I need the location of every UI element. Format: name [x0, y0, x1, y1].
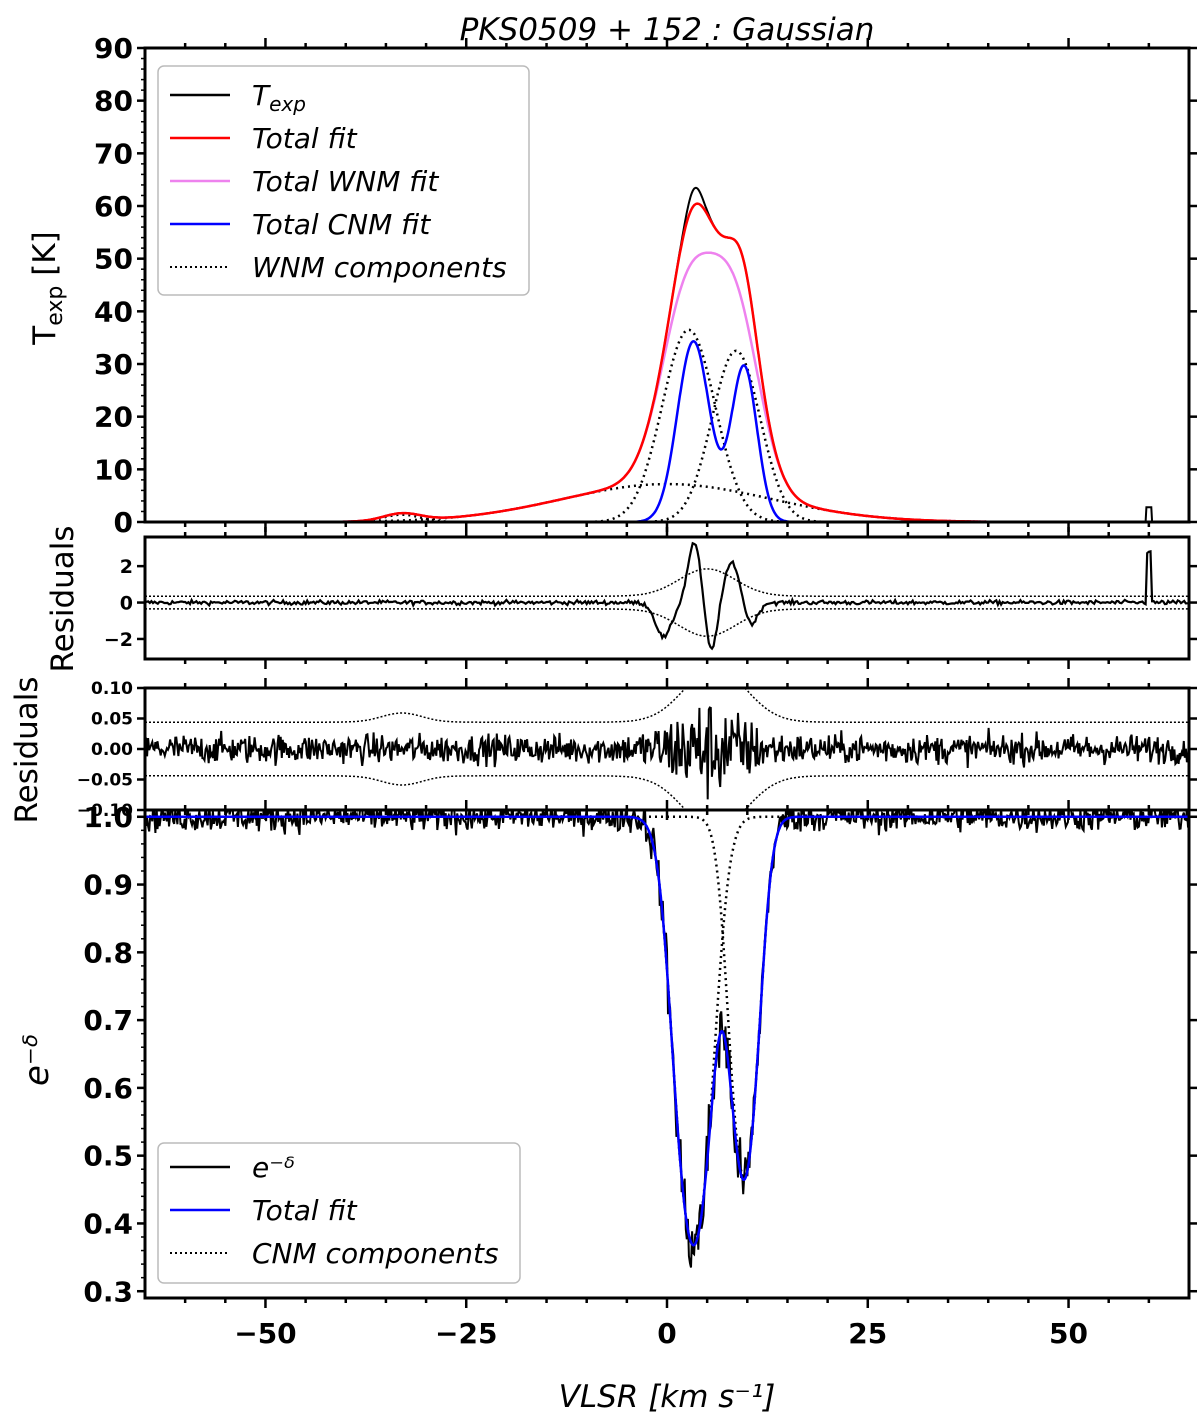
emission-legend-label-2: Total WNM fit [252, 165, 439, 198]
absorption-residuals-ytick-label: 0.05 [91, 710, 133, 730]
absorption-ytick-label: 0.4 [83, 1208, 133, 1241]
emission-legend-label-4: WNM components [252, 251, 507, 284]
x-axis-label: VLSR [km s⁻¹] [559, 1379, 776, 1415]
x-tick-label: 25 [848, 1317, 887, 1350]
x-tick-label: −25 [435, 1317, 497, 1350]
total-cnm-fit-line [145, 340, 1189, 522]
emission-ytick-label: 40 [94, 295, 133, 328]
emission-legend-label-0: Texp [252, 79, 306, 116]
emission-ytick-label: 20 [94, 401, 133, 434]
absorption-residuals-envelope-lower [145, 775, 1189, 810]
absorption-residuals-envelope-upper [145, 688, 1189, 723]
absorption-residuals-ytick-label: −0.05 [77, 771, 133, 791]
emission-residuals-plot-area [145, 541, 1189, 651]
x-tick-label: 0 [657, 1317, 676, 1350]
emission-residuals-panel: −2 0 2 [104, 527, 1197, 669]
emission-ytick-label: 90 [94, 32, 133, 65]
emission-residuals-line [145, 541, 1189, 651]
emission-legend-box [157, 65, 530, 296]
absorption-plot-area [145, 810, 1189, 1268]
emission-residuals-ytick-label: 0 [120, 592, 133, 614]
emission-ytick-label: 60 [94, 190, 133, 223]
emission-panel: 0 10 20 30 40 50 60 70 80 90 Texp Total fit Total WN… [94, 32, 1197, 539]
absorption-ytick-label: 0.5 [83, 1140, 133, 1173]
absorption-observed-line [145, 810, 1189, 1268]
emission-residuals-ytick-label: −2 [104, 629, 133, 651]
absorption-total-fit-line [145, 815, 1189, 1247]
emission-residuals-ytick-label: 2 [120, 556, 133, 578]
x-tick-label: 50 [1049, 1317, 1088, 1350]
absorption-ytick-label: 0.6 [83, 1072, 133, 1105]
absorption-legend-box [157, 1142, 521, 1284]
emission-residuals-ylabel: Residuals [45, 525, 81, 672]
absorption-ytick-label: 0.3 [83, 1275, 133, 1308]
x-tick-label: −50 [234, 1317, 296, 1350]
emission-legend-label-3: Total CNM fit [252, 208, 431, 241]
emission-ytick-label: 30 [94, 348, 133, 381]
emission-ytick-label: 50 [94, 243, 133, 276]
wnm-component-1 [145, 349, 1189, 522]
absorption-residuals-plot-area [145, 688, 1189, 810]
absorption-panel: 0.3 0.4 0.5 0.6 0.7 0.8 0.9 1.0 −50 −25 0 25 50 e⁻ᵟ To… [83, 800, 1197, 1350]
absorption-legend-label-0: e⁻ᵟ [252, 1151, 295, 1184]
emission-ytick-label: 10 [94, 453, 133, 486]
absorption-residuals-ylabel: Residuals [9, 676, 45, 823]
absorption-residuals-line [145, 706, 1189, 800]
absorption-legend-label-2: CNM components [252, 1237, 499, 1270]
absorption-residuals-ytick-label: −0.10 [77, 801, 133, 821]
emission-residuals-envelope-lower [145, 608, 1189, 637]
emission-residuals-envelope-upper [145, 568, 1189, 597]
absorption-legend-label-1: Total fit [252, 1194, 358, 1227]
absorption-ytick-label: 0.9 [83, 869, 133, 902]
absorption-residuals-ytick-label: 0.10 [91, 679, 133, 699]
absorption-legend: e⁻ᵟ Total fit CNM components [157, 1142, 521, 1284]
absorption-ytick-label: 1.0 [83, 801, 133, 834]
absorption-ylabel: e⁻ᵟ [17, 1034, 57, 1086]
absorption-residuals-ytick-label: 0.00 [91, 740, 133, 760]
absorption-ytick-label: 0.7 [83, 1004, 133, 1037]
emission-legend: Texp Total fit Total WNM fit Total CNM fit W… [157, 65, 530, 296]
emission-ylabel: Texp [K] [27, 231, 68, 345]
emission-legend-label-1: Total fit [252, 122, 358, 155]
emission-ytick-label: 80 [94, 85, 133, 118]
absorption-ytick-label: 0.8 [83, 936, 133, 969]
emission-ytick-label: 0 [114, 506, 133, 539]
emission-ytick-label: 70 [94, 137, 133, 170]
